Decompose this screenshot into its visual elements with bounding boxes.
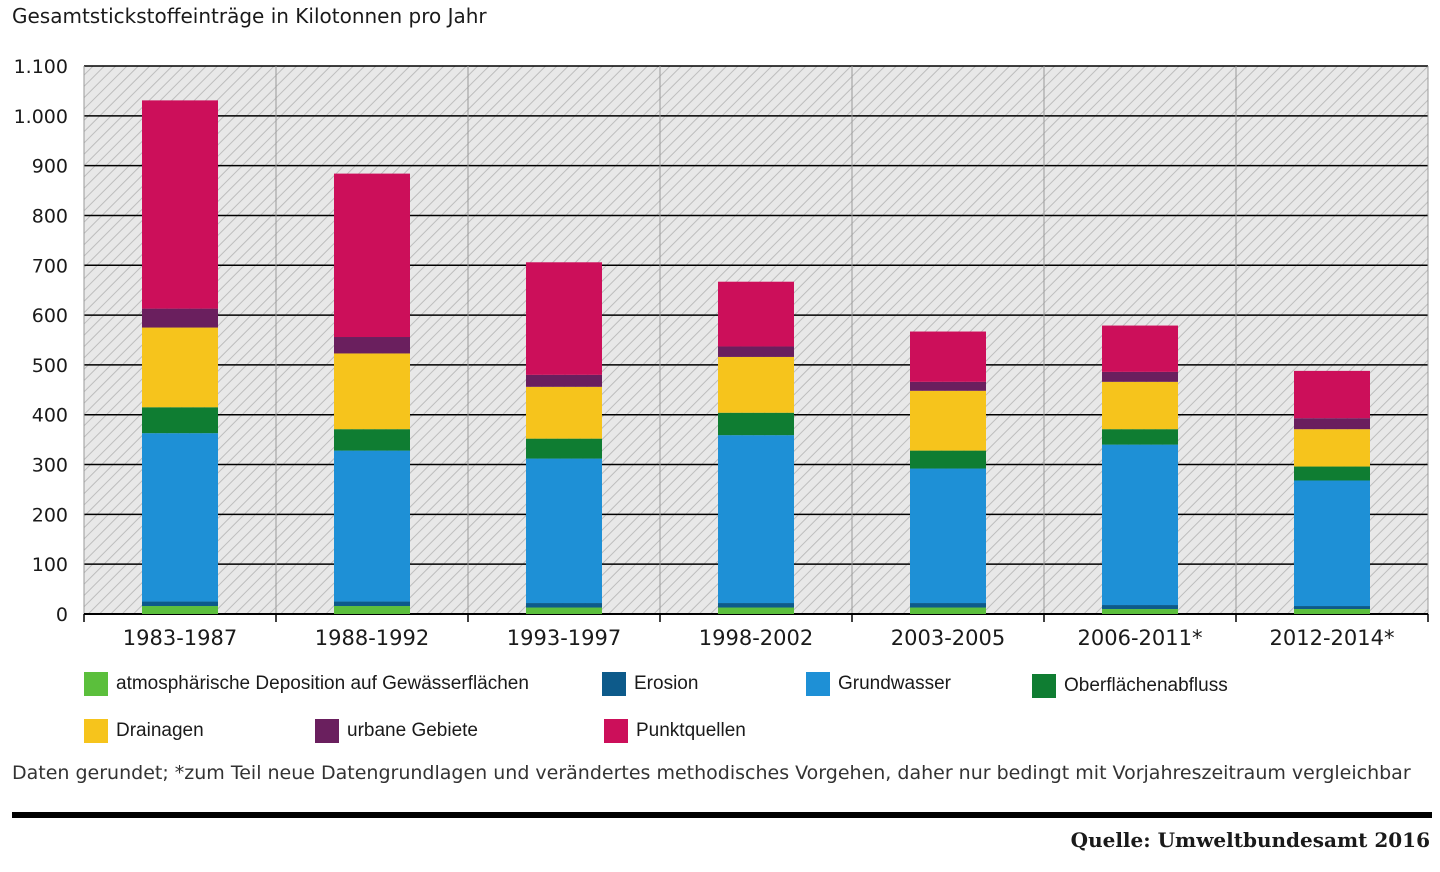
bar-5-series-0 [1102, 609, 1178, 614]
bar-2-series-1 [526, 603, 602, 608]
bar-0-series-1 [142, 601, 218, 607]
bar-6-series-4 [1294, 429, 1370, 467]
bar-6-series-2 [1294, 480, 1370, 607]
y-tick-label: 1.000 [14, 106, 68, 128]
bar-1-series-5 [334, 337, 410, 354]
legend-label: urbane Gebiete [347, 720, 478, 741]
bar-4-series-3 [910, 450, 986, 469]
bar-5-series-1 [1102, 605, 1178, 610]
bars [142, 100, 1370, 614]
legend-swatch [315, 719, 339, 743]
bar-0-series-3 [142, 407, 218, 434]
bar-3-series-6 [718, 281, 794, 347]
y-tick-label: 700 [32, 255, 68, 277]
y-tick-label: 500 [32, 355, 68, 377]
legend-label: atmosphärische Deposition auf Gewässerfl… [116, 673, 529, 694]
bar-1-series-3 [334, 429, 410, 451]
bar-1-series-1 [334, 601, 410, 607]
x-tick-label: 1983-1987 [123, 626, 237, 650]
bar-5-series-2 [1102, 444, 1178, 606]
legend-item-3: Oberflächenabfluss [1032, 674, 1228, 698]
legend-swatch [84, 719, 108, 743]
legend-label: Grundwasser [838, 673, 951, 694]
bar-4-series-0 [910, 607, 986, 614]
bar-5-series-3 [1102, 429, 1178, 445]
source-note: Quelle: Umweltbundesamt 2016 [1070, 828, 1430, 852]
bar-0-series-4 [142, 327, 218, 408]
legend-item-1: Erosion [602, 672, 698, 696]
x-tick-label: 2006-2011* [1078, 626, 1203, 650]
bar-0-series-2 [142, 433, 218, 602]
legend-label: Oberflächenabfluss [1064, 675, 1228, 696]
bar-6-series-5 [1294, 418, 1370, 430]
y-tick-label: 200 [32, 504, 68, 526]
x-axis-ticks: 1983-1987 1988-1992 1993-1997 1998-2002 2003… [123, 626, 1395, 650]
legend-swatch [602, 672, 626, 696]
bar-4-series-6 [910, 331, 986, 382]
legend-label: Punktquellen [636, 720, 746, 741]
legend-swatch [1032, 674, 1056, 698]
y-tick-label: 600 [32, 305, 68, 327]
bar-5-series-6 [1102, 325, 1178, 372]
footnote: Daten gerundet; *zum Teil neue Datengrun… [12, 762, 1411, 784]
y-tick-label: 300 [32, 455, 68, 477]
legend-item-5: urbane Gebiete [315, 719, 478, 743]
y-tick-label: 0 [56, 604, 68, 626]
y-tick-label: 900 [32, 156, 68, 178]
bar-1-series-4 [334, 353, 410, 430]
divider [12, 812, 1432, 818]
legend-item-0: atmosphärische Deposition auf Gewässerfl… [84, 672, 529, 696]
legend-item-4: Drainagen [84, 719, 204, 743]
bar-3-series-3 [718, 412, 794, 436]
bar-2-series-3 [526, 438, 602, 459]
bar-1-series-6 [334, 173, 410, 338]
bar-3-series-4 [718, 356, 794, 413]
legend-label: Erosion [634, 673, 699, 694]
bar-4-series-2 [910, 468, 986, 604]
bar-2-series-4 [526, 386, 602, 439]
bar-2-series-2 [526, 458, 602, 604]
x-tick-label: 2012-2014* [1270, 626, 1395, 650]
bar-1-series-2 [334, 450, 410, 602]
bar-3-series-5 [718, 346, 794, 357]
y-tick-label: 800 [32, 205, 68, 227]
legend-label: Drainagen [116, 720, 204, 741]
x-tick-label: 1993-1997 [507, 626, 621, 650]
bar-1-series-0 [334, 606, 410, 614]
bar-2-series-5 [526, 374, 602, 387]
y-axis-ticks: 0 100 200 300 400 500 600 700 800 900 1.000 1.100 [14, 56, 68, 626]
y-tick-label: 1.100 [14, 56, 68, 78]
bar-5-series-4 [1102, 381, 1178, 430]
bar-4-series-5 [910, 381, 986, 391]
legend-item-2: Grundwasser [806, 672, 951, 696]
bar-6-series-6 [1294, 370, 1370, 419]
chart-title: Gesamtstickstoffeinträge in Kilotonnen p… [12, 4, 487, 28]
legend-item-6: Punktquellen [604, 719, 746, 743]
bar-0-series-0 [142, 606, 218, 614]
legend-swatch [84, 672, 108, 696]
x-tick-label: 1998-2002 [699, 626, 813, 650]
bar-3-series-0 [718, 607, 794, 614]
bar-2-series-0 [526, 607, 602, 614]
legend-swatch [806, 672, 830, 696]
y-tick-label: 100 [32, 554, 68, 576]
bar-0-series-6 [142, 100, 218, 309]
bar-6-series-1 [1294, 606, 1370, 610]
bar-4-series-1 [910, 603, 986, 608]
x-tick-label: 1988-1992 [315, 626, 429, 650]
bar-6-series-0 [1294, 609, 1370, 614]
bar-5-series-5 [1102, 371, 1178, 382]
bar-3-series-2 [718, 435, 794, 604]
bar-0-series-5 [142, 308, 218, 328]
bar-3-series-1 [718, 603, 794, 608]
legend-swatch [604, 719, 628, 743]
x-tick-label: 2003-2005 [891, 626, 1005, 650]
bar-4-series-4 [910, 390, 986, 451]
y-tick-label: 400 [32, 405, 68, 427]
chart-plot: 0 100 200 300 400 500 600 700 800 900 1.000 1.100 1… [14, 56, 1429, 650]
bar-2-series-6 [526, 262, 602, 375]
bar-6-series-3 [1294, 466, 1370, 481]
